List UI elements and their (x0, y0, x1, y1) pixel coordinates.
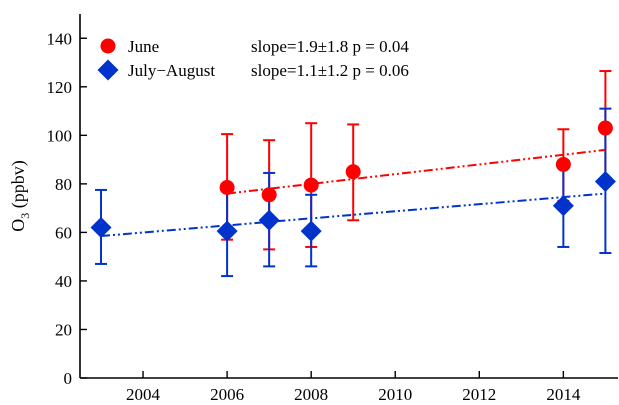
x-tick-label: 2014 (546, 385, 581, 404)
june-point (555, 156, 571, 172)
july-august-point (300, 220, 322, 242)
june-point (345, 164, 361, 180)
data-markers (90, 120, 616, 242)
y-tick-label: 120 (47, 78, 73, 97)
june-point (219, 180, 235, 196)
legend-june-label: June (128, 37, 159, 56)
y-tick-label: 80 (55, 175, 72, 194)
legend-june-marker (100, 38, 116, 54)
x-tick-label: 2012 (462, 385, 496, 404)
x-tick-label: 2008 (294, 385, 328, 404)
july-august-point (216, 220, 238, 242)
ticks: 2004 2006 2008 2010 2012 2014 0 20 40 60 80 100 120 1… (47, 29, 581, 404)
july-august-point (90, 217, 112, 239)
y-axis-title-subscript: 3 (18, 213, 32, 219)
legend: June slope=1.9±1.8 p = 0.04 July−August slo… (97, 37, 409, 81)
y-axis-title: O3 (ppbv) (8, 160, 32, 232)
y-tick-label: 60 (55, 223, 72, 242)
july-august-point (594, 170, 616, 192)
june-point (597, 120, 613, 136)
axes (79, 14, 618, 379)
x-tick-label: 2004 (126, 385, 161, 404)
x-tick-label: 2006 (210, 385, 244, 404)
july-august-trend-line (100, 192, 606, 238)
legend-june-stats: slope=1.9±1.8 p = 0.04 (251, 37, 409, 56)
june-trend-line (226, 148, 606, 195)
june-point (261, 187, 277, 203)
trend-lines (100, 148, 606, 238)
y-tick-label: 100 (47, 126, 73, 145)
y-tick-label: 20 (55, 320, 72, 339)
legend-july-august-marker (97, 59, 119, 81)
legend-july-august-stats: slope=1.1±1.2 p = 0.06 (251, 61, 409, 80)
y-tick-label: 140 (47, 29, 73, 48)
y-tick-label: 40 (55, 272, 72, 291)
july-august-point (258, 209, 280, 231)
june-point (303, 177, 319, 193)
july-august-point (552, 195, 574, 217)
x-tick-label: 2010 (378, 385, 412, 404)
legend-july-august-label: July−August (128, 61, 215, 80)
y-axis-title-main: O (8, 219, 28, 232)
y-tick-label: 0 (64, 369, 73, 388)
y-axis-title-unit: (ppbv) (8, 160, 29, 213)
